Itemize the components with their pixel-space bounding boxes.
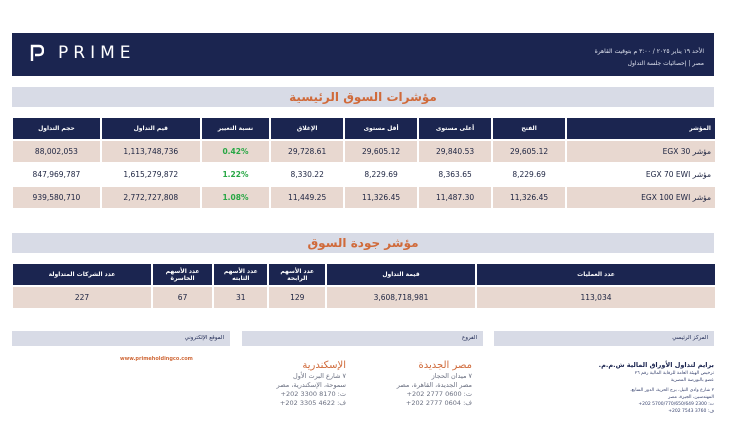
report-date: الأحد ١٩ يناير ٢٠٢٥ / ٣:٠٠ م بتوقيت القا…	[594, 48, 704, 55]
high-value: 11,487.30	[419, 187, 492, 208]
trades-value: 113,034	[477, 287, 715, 308]
col-low: أقل مستوى	[345, 118, 417, 139]
volume-value: 847,969,787	[13, 164, 100, 185]
col-change: نسبة التغيير	[201, 118, 270, 139]
branch-heliopolis-phone: ت: 0600 2777 202+	[406, 390, 472, 398]
volume-value: 939,580,710	[13, 187, 100, 208]
col-losers: عدد الأسهم الخاسرة	[153, 264, 213, 285]
website-heading: الموقع الإلكتروني	[12, 331, 230, 346]
change-value: 1.08%	[201, 187, 270, 208]
col-volume: حجم التداول	[13, 118, 100, 139]
hq-company-name: برايم لتداول الأوراق المالية ش.م.م.	[598, 361, 714, 369]
branch-heliopolis-area: مصر الجديدة، القاهرة، مصر	[396, 381, 472, 389]
traded-value: 3,608,718,981	[327, 287, 475, 308]
col-trades: عدد العمليات	[477, 264, 715, 285]
change-value: 1.22%	[201, 164, 270, 185]
volume-value: 88,002,053	[13, 141, 100, 162]
col-close: الإغلاق	[271, 118, 344, 139]
branch-alexandria-city: الإسكندرية	[302, 360, 346, 371]
hq-fax: ف: 3760 7543 202+	[668, 409, 714, 414]
close-value: 29,728.61	[271, 141, 344, 162]
turnover-value: 1,113,748,736	[101, 141, 200, 162]
index-name: مؤشر EGX 30	[567, 141, 715, 162]
table-row: مؤشر EGX 70 EWI 8,229.69 8,363.65 8,229.…	[13, 164, 715, 185]
col-companies: عدد الشركات المتداولة	[13, 264, 151, 285]
low-value: 8,229.69	[345, 164, 417, 185]
low-value: 29,605.12	[345, 141, 417, 162]
branch-alexandria-phone: ت: 8170 3300 202+	[280, 390, 346, 398]
high-value: 29,840.53	[419, 141, 492, 162]
high-value: 8,363.65	[419, 164, 492, 185]
website-link[interactable]: www.primeholdingco.com	[120, 356, 193, 362]
branch-alexandria-area: سموحة، الإسكندرية، مصر	[276, 381, 346, 389]
open-value: 29,605.12	[493, 141, 565, 162]
quality-header-row: عدد العمليات قيمة التداول عدد الأسهم الر…	[13, 264, 715, 285]
index-name: مؤشر EGX 100 EWI	[567, 187, 715, 208]
close-value: 11,449.25	[271, 187, 344, 208]
col-gainers: عدد الأسهم الرابحة	[269, 264, 325, 285]
hq-street: ٢ شارع وادي النيل، برج الحرية، الدور الس…	[630, 388, 714, 393]
hq-license: ترخيص الهيئة العامة للرقابة المالية رقم …	[634, 371, 714, 376]
col-unchanged: عدد الأسهم الثابته	[214, 264, 268, 285]
table-row: 113,034 3,608,718,981 129 31 67 227	[13, 287, 715, 308]
prime-logo-icon	[30, 44, 44, 61]
open-value: 11,326.45	[493, 187, 565, 208]
quality-section-title: مؤشر جودة السوق	[12, 233, 714, 253]
branch-heliopolis-fax: ف: 0604 2777 202+	[405, 399, 472, 407]
low-value: 11,326.45	[345, 187, 417, 208]
branch-heliopolis: مصر الجديدة ٧ ميدان الحجاز مصر الجديدة، …	[360, 360, 472, 408]
hq-district: المهندسين، الجيزة، مصر	[668, 395, 714, 400]
report-header: PRIME الأحد ١٩ يناير ٢٠٢٥ / ٣:٠٠ م بتوقي…	[12, 33, 714, 76]
brand-name: PRIME	[58, 43, 136, 63]
open-value: 8,229.69	[493, 164, 565, 185]
branch-heliopolis-street: ٧ ميدان الحجاز	[431, 372, 472, 380]
hq-address-block: برايم لتداول الأوراق المالية ش.م.م. ترخي…	[504, 361, 714, 415]
quality-table: عدد العمليات قيمة التداول عدد الأسهم الر…	[11, 262, 717, 310]
col-traded-value: قيمة التداول	[327, 264, 475, 285]
companies-value: 227	[13, 287, 151, 308]
table-row: مؤشر EGX 30 29,605.12 29,840.53 29,605.1…	[13, 141, 715, 162]
turnover-value: 1,615,279,872	[101, 164, 200, 185]
unchanged-value: 31	[214, 287, 268, 308]
col-index: المؤشر	[567, 118, 715, 139]
branch-heliopolis-city: مصر الجديدة	[418, 360, 472, 371]
branch-alexandria-fax: ف: 4622 3305 202+	[279, 399, 346, 407]
gainers-value: 129	[269, 287, 325, 308]
brand-logo: PRIME	[30, 43, 136, 63]
hq-membership: عضو بالبورصة المصرية	[670, 378, 714, 383]
branch-alexandria-street: ٧ شارع البرت الأول	[293, 372, 346, 380]
branches-heading: الفروع	[242, 331, 483, 346]
col-high: أعلى مستوى	[419, 118, 492, 139]
close-value: 8,330.22	[271, 164, 344, 185]
indices-table: المؤشر الفتح أعلى مستوى أقل مستوى الإغلا…	[11, 116, 717, 210]
hq-phone: ت: 2300 5700/770/650/649 202+	[638, 402, 714, 407]
indices-header-row: المؤشر الفتح أعلى مستوى أقل مستوى الإغلا…	[13, 118, 715, 139]
turnover-value: 2,772,727,808	[101, 187, 200, 208]
index-name: مؤشر EGX 70 EWI	[567, 164, 715, 185]
branch-alexandria: الإسكندرية ٧ شارع البرت الأول سموحة، الإ…	[240, 360, 346, 408]
change-value: 0.42%	[201, 141, 270, 162]
table-row: مؤشر EGX 100 EWI 11,326.45 11,487.30 11,…	[13, 187, 715, 208]
report-subtitle: مصر | إحصائيات جلسة التداول	[627, 60, 704, 67]
col-turnover: قيم التداول	[101, 118, 200, 139]
hq-heading: المركز الرئيسي	[494, 331, 714, 346]
indices-section-title: مؤشرات السوق الرئيسية	[12, 87, 714, 107]
col-open: الفتح	[493, 118, 565, 139]
losers-value: 67	[153, 287, 213, 308]
